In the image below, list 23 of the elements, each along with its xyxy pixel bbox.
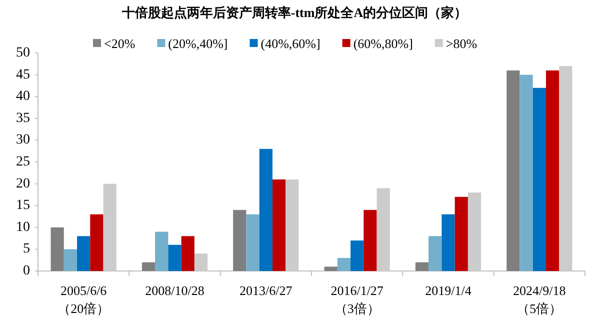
ytick: 0 <box>23 264 30 278</box>
legend-label: >80% <box>446 36 478 51</box>
ytick: 50 <box>16 46 30 60</box>
ytick: 10 <box>16 220 30 235</box>
ytick: 30 <box>16 132 30 148</box>
ytick: 15 <box>16 198 30 214</box>
ytick: 25 <box>16 154 30 170</box>
ytick: 5 <box>23 242 30 257</box>
x-tick-label: 2013/6/27 <box>240 283 293 298</box>
ytick: 40 <box>16 89 30 104</box>
x-tick-label: 2024/9/18 （5倍） <box>513 283 566 316</box>
ytick: 45 <box>16 67 30 82</box>
legend-label: (40%,60%] <box>260 36 320 51</box>
chart-title: 十倍股起点两年后资产周转率-ttm所处全A的分位区间（家） <box>120 5 468 20</box>
legend-label: (60%,80%] <box>353 36 413 51</box>
ytick: 20 <box>16 176 30 192</box>
x-tick-label: 2019/1/4 <box>425 283 472 298</box>
legend-label: <20% <box>104 36 136 51</box>
x-tick-label: 2005/6/6 （20倍） <box>58 283 110 316</box>
legend-label: (20%,40%] <box>168 36 228 51</box>
x-tick-label: 2008/10/28 <box>145 283 204 298</box>
x-tick-label: 2016/1/27 （3倍） <box>330 283 384 316</box>
ytick: 35 <box>16 110 30 126</box>
